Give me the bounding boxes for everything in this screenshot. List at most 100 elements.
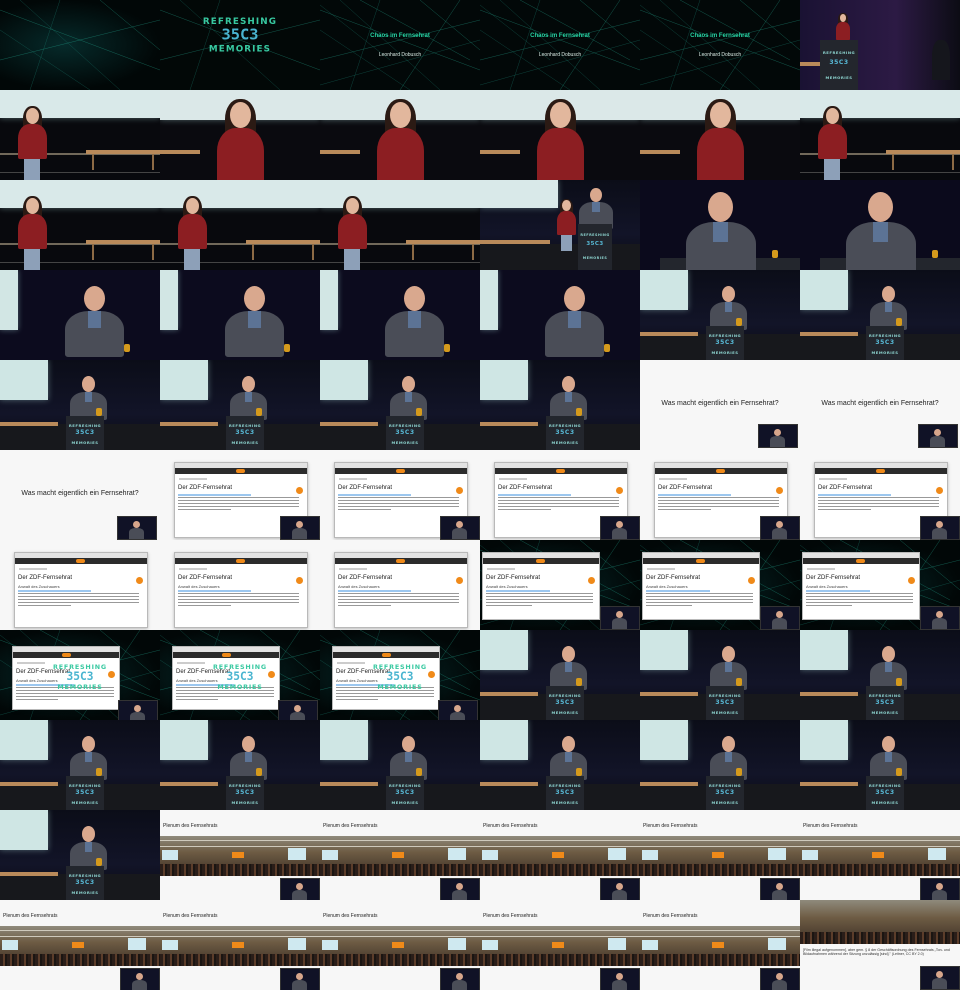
browser-screenshot: Der ZDF-Fernsehrat <box>654 462 788 538</box>
stage-table <box>886 150 960 154</box>
bald-head <box>882 286 895 302</box>
speaker-inset <box>280 878 320 900</box>
lectern-logo-mark: 35C3 <box>715 788 735 796</box>
video-thumbnail-man-podium-wide: REFRESHING 35C3 MEMORIES <box>800 270 960 360</box>
stage-table <box>0 422 58 426</box>
stage-table <box>640 150 680 154</box>
stage-table <box>640 692 698 696</box>
lectern-logo-top: REFRESHING <box>388 782 422 788</box>
jeans <box>824 159 841 180</box>
stage-table <box>480 150 520 154</box>
head <box>550 102 571 128</box>
speaker-inset <box>118 700 158 720</box>
head <box>26 108 39 124</box>
speaker-inset <box>758 424 798 448</box>
text-line <box>338 599 460 600</box>
ceiling-beam <box>640 930 800 931</box>
text-line <box>646 602 753 603</box>
video-thumbnail-speaker-woman-podium: REFRESHING 35C3 MEMORIES <box>800 0 960 90</box>
audience-rows <box>320 864 480 876</box>
lectern-logo-top: REFRESHING <box>580 233 610 238</box>
inset-body <box>612 890 627 900</box>
lectern-logo-bottom: MEMORIES <box>711 709 739 715</box>
projection-screen <box>800 630 848 670</box>
hall-screen <box>642 940 658 950</box>
head <box>840 14 847 22</box>
inset-body <box>932 978 947 989</box>
video-thumbnail-woman-stage-wide <box>0 90 160 180</box>
inset-body <box>450 712 465 720</box>
head <box>826 108 839 124</box>
network-background <box>480 0 640 90</box>
bald-head <box>82 826 95 842</box>
video-thumbnail-browser-slide: Der ZDF-Fernsehrat <box>320 450 480 540</box>
bald-head <box>82 376 95 392</box>
text-line <box>646 596 753 597</box>
inset-head <box>456 973 463 980</box>
inset-head <box>456 521 463 528</box>
inset-head <box>776 973 783 980</box>
text-line <box>18 593 140 594</box>
bald-head <box>722 286 735 302</box>
logo-line-bottom: MEMORIES <box>217 683 263 691</box>
inset-head <box>454 705 461 712</box>
speaker-inset <box>760 968 800 990</box>
inset-head <box>936 521 943 528</box>
video-thumbnail-woman-stage-wide <box>160 180 320 270</box>
text-line <box>338 503 460 504</box>
page-heading: Der ZDF-Fernsehrat <box>338 575 393 581</box>
video-thumbnail-man-podium-wide: REFRESHING 35C3 MEMORIES <box>320 720 480 810</box>
page-subheading: Anwalt des Zuschauers <box>338 584 380 589</box>
inset-body <box>612 528 627 539</box>
lectern-logo-bottom: MEMORIES <box>71 799 99 805</box>
text-line <box>658 509 711 510</box>
projection-screen <box>640 630 688 670</box>
blue-shirt <box>592 202 600 212</box>
zdf-logo <box>381 653 391 657</box>
stage-edge <box>0 243 160 245</box>
video-thumbnail-browser-slide: Der ZDF-Fernsehrat <box>800 450 960 540</box>
stage-table <box>800 692 858 696</box>
browser-tabbar <box>815 463 947 468</box>
projection-screen <box>160 270 178 330</box>
text-line <box>18 599 140 600</box>
hall-screen <box>288 938 306 950</box>
logo-line-top: REFRESHING <box>202 16 278 27</box>
speaker-inset <box>440 516 480 540</box>
award-trophy <box>896 768 902 776</box>
browser-screenshot: Der ZDF-Fernsehrat Anwalt des Zuschauers <box>332 646 440 710</box>
browser-screenshot: Der ZDF-Fernsehrat Anwalt des Zuschauers <box>174 552 308 628</box>
speaker-inset <box>760 878 800 900</box>
blue-shirt <box>884 751 893 762</box>
head <box>346 198 359 214</box>
page-heading: Der ZDF-Fernsehrat <box>18 575 73 581</box>
stage-edge <box>160 243 320 245</box>
lectern-logo-bottom: MEMORIES <box>551 439 579 445</box>
zdf-logo <box>235 559 245 563</box>
ceiling-beam <box>800 840 960 841</box>
stage-table <box>640 782 698 786</box>
projection-screen <box>0 720 48 760</box>
question-text: Was macht eigentlich ein Fernsehrat? <box>661 400 779 407</box>
bald-head <box>404 286 425 312</box>
ceiling-beam <box>320 936 480 937</box>
page-heading: Der ZDF-Fernsehrat <box>338 485 393 491</box>
plenum-hall-photo <box>0 926 160 966</box>
text-line <box>176 693 274 694</box>
inset-head <box>936 971 943 978</box>
lectern-logo-bottom: MEMORIES <box>391 799 419 805</box>
lectern-logo-top: REFRESHING <box>868 332 902 338</box>
video-thumbnail-man-medium <box>480 270 640 360</box>
ceiling-beam <box>640 840 800 841</box>
network-background <box>0 0 160 90</box>
inset-head <box>776 521 783 528</box>
speaker-inset <box>920 606 960 630</box>
zdf-logo <box>235 469 245 473</box>
hall-screen <box>608 848 626 860</box>
award-trophy <box>256 768 262 776</box>
video-thumbnail-plenum: Plenum des Fernsehrats <box>160 900 320 990</box>
lectern-logo-bottom: MEMORIES <box>551 799 579 805</box>
blue-shirt <box>244 391 253 402</box>
lectern-logo-top: REFRESHING <box>228 782 262 788</box>
zdf-sign <box>232 852 244 858</box>
